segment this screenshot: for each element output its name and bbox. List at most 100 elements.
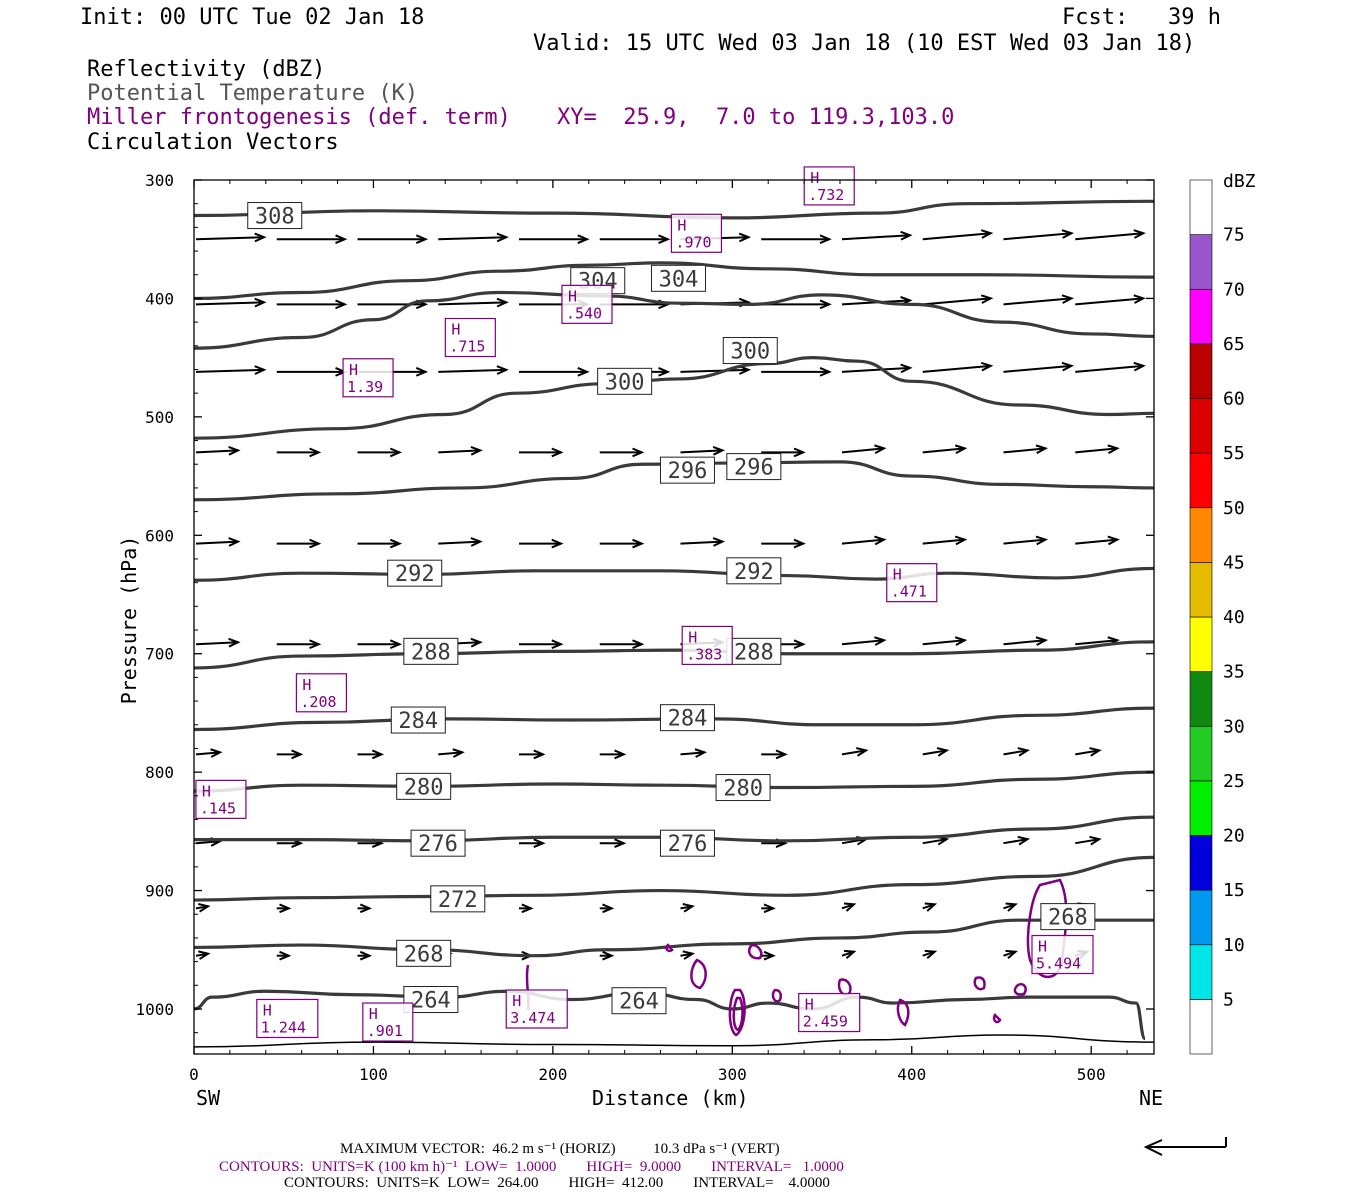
- frontogenesis-high: H.540: [561, 284, 613, 324]
- circulation-vector: [357, 538, 403, 549]
- field-circulation-vectors: Circulation Vectors: [87, 130, 339, 155]
- circulation-vector: [1003, 535, 1049, 546]
- vector-head: [874, 444, 887, 455]
- circulation-vector: [438, 537, 483, 547]
- colorbar-label: 75: [1223, 225, 1245, 246]
- vector-head: [254, 232, 267, 243]
- theta-isentrope: [193, 640, 1155, 670]
- frontogenesis-high-value: 1.244: [261, 1018, 306, 1036]
- circulation-vector: [276, 299, 348, 310]
- frontogenesis-high-marker: H: [810, 169, 819, 187]
- frontogenesis-high-box: [295, 673, 348, 713]
- colorbar-swatch: [1189, 944, 1213, 1000]
- vector-head: [614, 838, 627, 849]
- vector-head: [763, 903, 776, 914]
- theta-label-box: [410, 829, 466, 857]
- vector-head: [874, 535, 887, 546]
- vector-shaft: [195, 368, 265, 373]
- vector-head: [1035, 535, 1049, 546]
- circulation-vector: [761, 367, 832, 377]
- circulation-vector: [195, 637, 241, 648]
- vector-head: [551, 538, 564, 549]
- frontogenesis-high-value: .970: [675, 233, 711, 251]
- vector-shaft: [1075, 364, 1144, 373]
- circulation-vector: [1003, 902, 1018, 912]
- circulation-vector: [438, 748, 465, 758]
- frontogenesis-high-value: .540: [566, 304, 602, 322]
- frontogenesis-contour: [728, 988, 746, 1037]
- x-tick-label: 0: [189, 1065, 199, 1084]
- theta-label-text: 280: [404, 775, 444, 800]
- vector-shaft: [841, 639, 885, 646]
- vector-head: [551, 447, 564, 458]
- circulation-vector: [276, 950, 292, 961]
- frontogenesis-high: H.208: [295, 673, 348, 713]
- circulation-vector: [922, 535, 968, 546]
- circulation-vector: [761, 950, 776, 961]
- frontogenesis-high-marker: H: [302, 676, 311, 694]
- theta-label: 296: [659, 456, 715, 484]
- theta-label: 284: [390, 706, 446, 734]
- vector-head: [470, 445, 483, 456]
- vector-head: [198, 950, 211, 960]
- x-tick-label: 100: [359, 1065, 388, 1084]
- theta-label: 296: [726, 453, 782, 481]
- circulation-vector: [1075, 294, 1146, 306]
- vector-shaft: [1075, 538, 1118, 545]
- x-axis-title: Distance (km): [592, 1086, 749, 1110]
- circulation-vector: [922, 636, 968, 646]
- vector-shaft: [438, 368, 507, 373]
- circulation-vector: [599, 950, 615, 961]
- vector-head: [228, 445, 241, 456]
- theta-label-box: [726, 453, 782, 481]
- vector-head: [874, 636, 887, 646]
- circulation-vector: [599, 838, 627, 849]
- frontogenesis-high-value: .715: [449, 338, 485, 356]
- frontogenesis-high: H.383: [681, 625, 733, 666]
- dbz-colorbar: 5 10 15 20 25 30 35 40 45 50 55 60 65 70 75 dBZ: [1189, 171, 1256, 1055]
- x-tick-label: 400: [897, 1065, 926, 1084]
- theta-isentrope: [193, 290, 1155, 350]
- circulation-vector: [680, 903, 696, 913]
- circulation-vector: [680, 445, 726, 456]
- theta-label-text: 296: [668, 459, 708, 484]
- theta-label-box: [659, 704, 715, 732]
- vector-shaft: [1075, 639, 1118, 646]
- circulation-vector: [599, 538, 645, 549]
- vector-shaft: [922, 838, 947, 845]
- axes: 300 400 500 600 700 800 900 1000 0 100 200 300 400 50…: [135, 171, 1154, 1084]
- circulation-vector: [518, 367, 590, 377]
- vector-head: [415, 234, 429, 245]
- theta-label: 292: [387, 559, 443, 587]
- circulation-vector: [841, 230, 913, 241]
- colorbar-label: 45: [1223, 552, 1245, 573]
- vector-shaft: [680, 449, 723, 454]
- vector-head: [1005, 902, 1018, 912]
- frontogenesis-high-marker: H: [677, 216, 686, 234]
- vector-shaft: [922, 364, 991, 373]
- vector-head: [793, 639, 806, 650]
- theta-label: 276: [410, 829, 466, 857]
- frontogenesis-high-value: .383: [686, 645, 722, 663]
- vector-head: [819, 367, 832, 377]
- theta-label-text: 288: [734, 640, 774, 665]
- vector-head: [632, 639, 645, 650]
- theta-label-text: 264: [411, 989, 451, 1014]
- circulation-vector: [680, 950, 696, 960]
- sw-label: SW: [196, 1086, 221, 1110]
- circulation-vector: [761, 749, 788, 760]
- frontogenesis-high: H.715: [444, 317, 496, 358]
- vector-head: [682, 903, 696, 913]
- frontogenesis-high-box: [803, 166, 855, 206]
- circulation-vector: [518, 447, 564, 458]
- vector-head: [843, 902, 857, 912]
- frontogenesis-high-box: [670, 213, 723, 253]
- circulation-vector: [518, 234, 590, 245]
- colorbar-swatch: [1189, 398, 1213, 454]
- vector-head: [954, 636, 968, 646]
- vector-head: [694, 748, 708, 758]
- maximum-vector-note: MAXIMUM VECTOR: 46.2 m s⁻¹ (HORIZ) 10.3 …: [340, 1141, 780, 1157]
- theta-label: 280: [396, 772, 452, 800]
- circulation-vector: [195, 950, 211, 960]
